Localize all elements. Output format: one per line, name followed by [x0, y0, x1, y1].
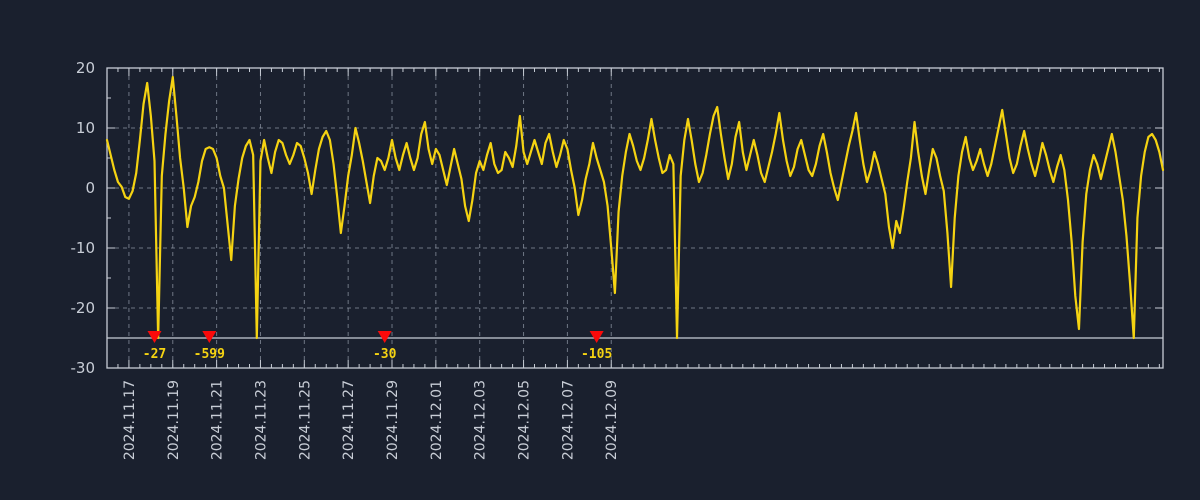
x-axis-tick-label: 2024.12.03: [473, 380, 489, 460]
y-axis-tick-label: -10: [71, 239, 96, 257]
annotation-marker-triangle[interactable]: [589, 331, 604, 343]
annotation-marker-triangle[interactable]: [147, 331, 162, 343]
annotation-value-label: -599: [194, 347, 225, 362]
data-series-users: [105, 75, 1165, 340]
x-axis-tick-label: 2024.11.23: [254, 380, 270, 460]
annotation-marker-triangle[interactable]: [377, 331, 392, 343]
annotation-value-label: -30: [373, 347, 397, 362]
x-axis-tick-label: 2024.11.21: [210, 380, 226, 460]
annotation-marker-triangle[interactable]: [202, 331, 217, 343]
annotation-value-label: -27: [143, 347, 166, 362]
y-axis-tick-label: -20: [71, 299, 96, 317]
x-axis-tick-label: 2024.12.05: [517, 380, 533, 460]
y-axis-tick-label: 20: [76, 59, 95, 77]
x-axis-tick-label: 2024.11.27: [341, 380, 357, 460]
annotation-labels: -27 -599 -30 -105: [143, 347, 613, 362]
x-axis-tick-label: 2024.11.25: [297, 380, 313, 460]
x-axis-labels: 2024.11.17 2024.11.19 2024.11.21 2024.11.23…: [122, 380, 620, 460]
x-axis-tick-label: 2024.12.07: [560, 380, 576, 460]
x-axis-tick-label: 2024.12.09: [604, 380, 620, 460]
x-axis-tick-label: 2024.11.17: [122, 380, 138, 460]
x-axis-tick-label: 2024.11.29: [385, 380, 401, 460]
y-axis-tick-label: -30: [71, 359, 96, 377]
y-axis-tick-label: 0: [85, 179, 95, 197]
annotation-value-label: -105: [581, 347, 612, 362]
axis-ticks: [106, 67, 1163, 369]
annotation-markers: [147, 331, 604, 343]
x-axis-tick-label: 2024.12.01: [429, 380, 445, 460]
y-axis-labels: 20 10 0 -10 -20 -30: [71, 59, 96, 377]
y-axis-tick-label: 10: [76, 119, 95, 137]
x-axis-tick-label: 2024.11.19: [166, 380, 182, 460]
series-line-users: [105, 75, 1165, 340]
grid-lines: [107, 67, 1163, 368]
